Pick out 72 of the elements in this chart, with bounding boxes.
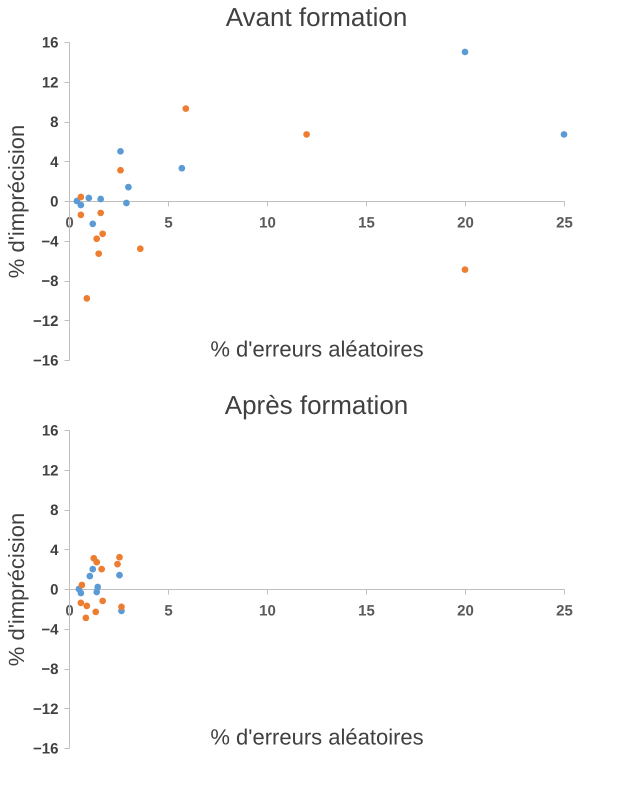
y-tick-label: 12 [42, 462, 58, 480]
point [303, 131, 310, 138]
point [93, 588, 100, 596]
point [89, 220, 96, 228]
point [462, 48, 468, 56]
point [86, 572, 94, 580]
point [125, 184, 132, 190]
y-tick-label: −8 [41, 273, 58, 290]
point [85, 194, 92, 202]
point [462, 266, 468, 273]
point [92, 608, 100, 616]
point [83, 295, 90, 302]
y-axis-title: % d'imprécision [4, 124, 30, 278]
y-tick-label: 8 [50, 114, 58, 131]
x-axis-title: % d'erreurs aléatoires [210, 724, 424, 750]
point [93, 558, 100, 566]
point [95, 250, 102, 258]
x-tick-label: 15 [358, 602, 375, 620]
x-tick-label: 5 [164, 602, 173, 620]
point [78, 212, 84, 218]
y-tick-label: 12 [42, 74, 58, 92]
point [99, 598, 106, 604]
point [97, 196, 104, 202]
y-tick-label: 0 [50, 194, 58, 210]
point [99, 230, 106, 238]
x-axis-title: % d'erreurs aléatoires [210, 336, 424, 362]
chart-title: Après formation [224, 390, 408, 420]
y-tick-label: −12 [33, 312, 58, 330]
y-tick-label: −8 [41, 661, 58, 678]
x-tick-label: 25 [556, 214, 573, 232]
point [97, 210, 104, 216]
point [114, 560, 121, 568]
point [78, 202, 84, 208]
point [136, 245, 144, 252]
x-tick-label: 5 [164, 214, 173, 232]
point [116, 572, 123, 578]
y-tick-label: 16 [42, 422, 58, 440]
point [78, 582, 86, 588]
y-tick-label: 4 [50, 154, 60, 171]
point [78, 600, 84, 606]
y-tick-label: −4 [41, 621, 60, 638]
x-tick-label: 20 [457, 602, 474, 620]
y-tick-label: −16 [33, 740, 58, 758]
y-tick-label: −16 [33, 352, 58, 370]
point [116, 554, 123, 561]
point [78, 194, 84, 200]
y-tick-label: −12 [33, 700, 58, 718]
x-tick-label: 20 [457, 214, 474, 232]
point [82, 614, 90, 622]
point [118, 604, 125, 610]
point [89, 566, 96, 572]
point [78, 590, 84, 596]
x-tick-label: 15 [358, 214, 375, 232]
point [117, 166, 124, 174]
y-tick-label: −4 [41, 233, 60, 250]
point [182, 105, 190, 112]
point [560, 131, 568, 138]
chart-title: Avant formation [226, 2, 408, 32]
point [93, 235, 100, 242]
y-tick-label: 0 [50, 582, 58, 598]
y-axis-title: % d'imprécision [4, 512, 30, 666]
x-tick-label: 10 [259, 602, 276, 620]
x-tick-label: 25 [556, 602, 573, 620]
point [178, 164, 186, 172]
point [83, 602, 90, 610]
y-tick-label: 8 [50, 502, 58, 519]
y-tick-label: 16 [42, 34, 58, 52]
point [123, 200, 130, 206]
point [98, 566, 106, 572]
x-tick-label: 10 [259, 214, 276, 232]
point [117, 148, 124, 155]
y-tick-label: 4 [50, 542, 60, 559]
